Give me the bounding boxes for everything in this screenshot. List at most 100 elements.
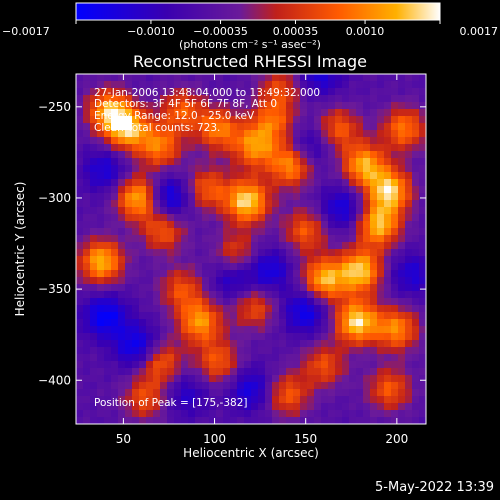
heatmap-cell xyxy=(391,200,399,208)
heatmap-cell xyxy=(335,277,343,285)
heatmap-cell xyxy=(419,214,427,222)
heatmap-cell xyxy=(195,396,203,404)
heatmap-cell xyxy=(405,389,413,397)
heatmap-cell xyxy=(216,326,224,334)
heatmap-cell xyxy=(76,74,84,82)
heatmap-cell xyxy=(398,361,406,369)
heatmap-cell xyxy=(321,256,329,264)
heatmap-cell xyxy=(139,410,147,418)
heatmap-cell xyxy=(363,347,371,355)
heatmap-cell xyxy=(97,340,105,348)
heatmap-cell xyxy=(195,221,203,229)
heatmap-cell xyxy=(188,165,196,173)
heatmap-cell xyxy=(419,277,427,285)
heatmap-cell xyxy=(349,298,357,306)
heatmap-cell xyxy=(174,347,182,355)
heatmap-cell xyxy=(195,347,203,355)
heatmap-cell xyxy=(139,361,147,369)
x-tick-label: 100 xyxy=(203,432,226,446)
heatmap-cell xyxy=(384,228,392,236)
heatmap-cell xyxy=(391,88,399,96)
heatmap-cell xyxy=(146,109,154,117)
heatmap-cell xyxy=(104,256,112,264)
heatmap-cell xyxy=(419,137,427,145)
heatmap-cell xyxy=(293,158,301,166)
heatmap-cell xyxy=(391,375,399,383)
heatmap-cell xyxy=(314,74,322,82)
heatmap-cell xyxy=(335,305,343,313)
heatmap-cell xyxy=(293,256,301,264)
heatmap-cell xyxy=(307,116,315,124)
heatmap-cell xyxy=(132,305,140,313)
heatmap-cell xyxy=(202,270,210,278)
heatmap-cell xyxy=(307,207,315,215)
heatmap-cell xyxy=(391,165,399,173)
heatmap-cell xyxy=(349,186,357,194)
heatmap-cell xyxy=(230,214,238,222)
heatmap-cell xyxy=(251,270,259,278)
heatmap-cell xyxy=(377,354,385,362)
heatmap-cell xyxy=(244,340,252,348)
heatmap-cell xyxy=(405,277,413,285)
heatmap-cell xyxy=(125,256,133,264)
heatmap-cell xyxy=(335,102,343,110)
heatmap-cell xyxy=(104,298,112,306)
heatmap-cell xyxy=(188,242,196,250)
heatmap-cell xyxy=(370,102,378,110)
heatmap-cell xyxy=(202,312,210,320)
heatmap-cell xyxy=(377,123,385,131)
heatmap-cell xyxy=(307,389,315,397)
heatmap-cell xyxy=(132,109,140,117)
heatmap-cell xyxy=(237,207,245,215)
heatmap-cell xyxy=(300,228,308,236)
heatmap-cell xyxy=(111,326,119,334)
heatmap-cell xyxy=(258,158,266,166)
heatmap-cell xyxy=(349,116,357,124)
heatmap-cell xyxy=(314,130,322,138)
heatmap-cell xyxy=(412,263,420,271)
heatmap-cell xyxy=(265,298,273,306)
heatmap-cell xyxy=(384,382,392,390)
heatmap-cell xyxy=(321,109,329,117)
heatmap-cell xyxy=(195,361,203,369)
heatmap-cell xyxy=(321,284,329,292)
heatmap-cell xyxy=(279,291,287,299)
heatmap-cell xyxy=(244,200,252,208)
heatmap-cell xyxy=(125,410,133,418)
heatmap-cell xyxy=(272,88,280,96)
heatmap-cell xyxy=(83,312,91,320)
heatmap-cell xyxy=(223,417,231,425)
heatmap-cell xyxy=(132,291,140,299)
heatmap-cell xyxy=(223,326,231,334)
heatmap-cell xyxy=(237,172,245,180)
heatmap-cell xyxy=(356,221,364,229)
heatmap-cell xyxy=(153,74,161,82)
heatmap-cell xyxy=(279,74,287,82)
heatmap-cell xyxy=(272,249,280,257)
annotation-energy-range: Energy Range: 12.0 - 25.0 keV xyxy=(94,110,255,122)
heatmap-cell xyxy=(90,382,98,390)
heatmap-cell xyxy=(209,382,217,390)
heatmap-cell xyxy=(244,403,252,411)
heatmap-cell xyxy=(293,298,301,306)
heatmap-cell xyxy=(90,207,98,215)
heatmap-cell xyxy=(104,333,112,341)
heatmap-cell xyxy=(293,207,301,215)
heatmap-cell xyxy=(258,256,266,264)
heatmap-cell xyxy=(230,144,238,152)
heatmap-cell xyxy=(153,109,161,117)
heatmap-cell xyxy=(125,277,133,285)
heatmap-cell xyxy=(384,221,392,229)
heatmap-cell xyxy=(356,382,364,390)
heatmap-cell xyxy=(321,214,329,222)
heatmap-cell xyxy=(363,137,371,145)
heatmap-cell xyxy=(419,116,427,124)
heatmap-cell xyxy=(405,340,413,348)
heatmap-cell xyxy=(188,326,196,334)
heatmap-cell xyxy=(216,382,224,390)
heatmap-cell xyxy=(349,249,357,257)
heatmap-cell xyxy=(279,144,287,152)
heatmap-cell xyxy=(258,263,266,271)
heatmap-cell xyxy=(412,158,420,166)
heatmap-cell xyxy=(209,200,217,208)
